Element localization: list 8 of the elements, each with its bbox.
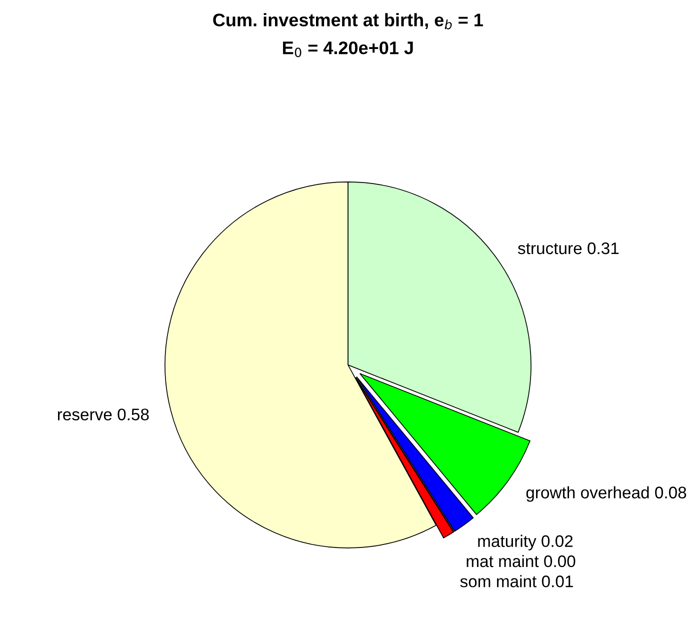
category-label: mat maint 0.00 [466,554,576,568]
chart-title: Cum. investment at birth, e$_{b}$ = 1 [213,13,483,30]
slice-label: maturity 0.02 [478,534,573,550]
slice-label: reserve 0.58 [58,408,149,420]
chart-subtitle: E$_{0}$ = 4.20e+01 J [283,41,413,58]
slice-label: growth overhead 0.08 [526,486,686,502]
slice-label: structure 0.31 [518,242,619,254]
slice-label: som maint 0.01 [460,575,573,588]
